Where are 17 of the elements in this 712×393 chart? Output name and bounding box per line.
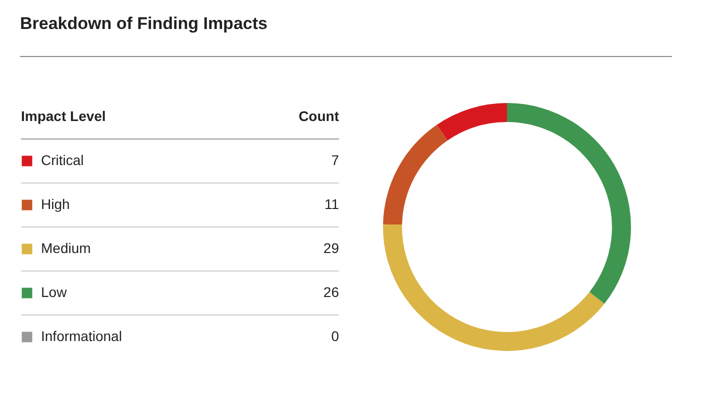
legend-label: Low [41, 284, 68, 300]
donut-slice [436, 103, 507, 140]
data-label: 26 [323, 284, 340, 300]
legend-label: Informational [41, 328, 122, 344]
donut-slice [507, 103, 631, 304]
data-label: 7 [331, 152, 340, 168]
text: 0 [331, 328, 339, 344]
legend-label: High [41, 196, 70, 212]
text: Count [298, 108, 340, 124]
chart-title: Breakdown of Finding Impacts [20, 14, 268, 34]
data-label: 11 [324, 196, 340, 212]
legend-title: Impact Level [21, 108, 106, 124]
legend-label: Medium [41, 240, 91, 256]
data-label: 29 [323, 240, 340, 256]
legend-label: Critical [41, 152, 84, 168]
donut-slice [383, 124, 448, 225]
donut-slice [383, 224, 604, 351]
